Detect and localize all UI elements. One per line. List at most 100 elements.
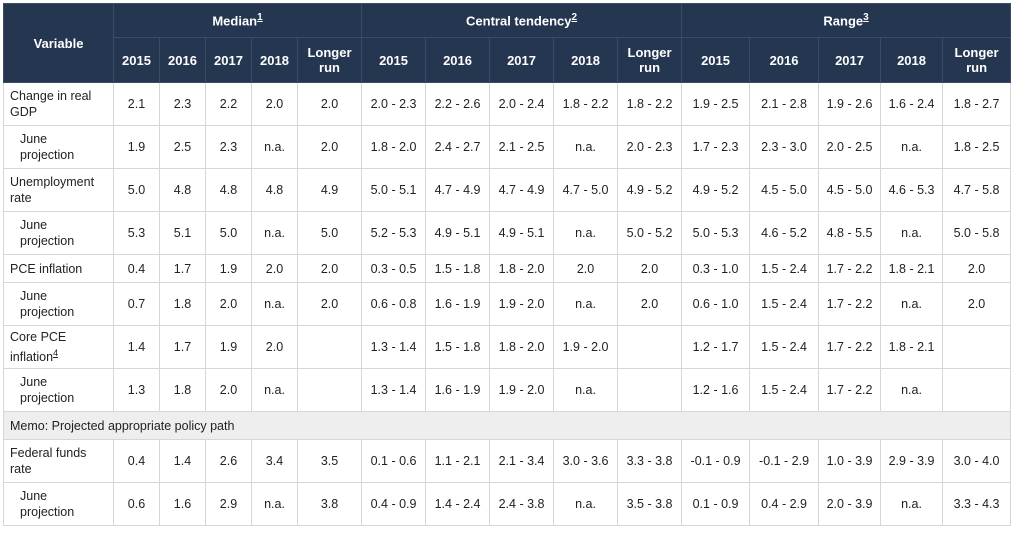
table-cell: n.a.	[880, 482, 944, 526]
median-year-header: 2017	[205, 37, 252, 83]
table-cell: 1.9 - 2.0	[553, 325, 619, 369]
table-cell	[942, 325, 1012, 369]
table-cell: 1.9 - 2.5	[681, 82, 751, 126]
table-cell: 4.9 - 5.1	[425, 211, 491, 255]
table-cell: 5.2 - 5.3	[361, 211, 427, 255]
june-projection-row: June projection 5.3 5.1 5.0 n.a. 5.0 5.2 - 5.3 4…	[3, 211, 1012, 255]
table-cell: n.a.	[553, 211, 619, 255]
table-cell: 1.7 - 2.3	[681, 125, 751, 169]
table-cell: 4.7 - 5.8	[942, 168, 1012, 212]
central-tendency-header: Central tendency2	[361, 3, 683, 38]
table-cell: 4.8	[159, 168, 206, 212]
table-cell: 5.3	[113, 211, 160, 255]
table-cell: 1.9	[113, 125, 160, 169]
table-cell: 0.3 - 1.0	[681, 254, 751, 283]
table-cell: 4.8	[251, 168, 298, 212]
table-cell: n.a.	[553, 125, 619, 169]
table-cell: 3.3 - 3.8	[617, 439, 683, 483]
row-label: Change in real GDP	[3, 82, 114, 126]
row-label: June projection	[3, 282, 114, 326]
table-cell: 1.8 - 2.7	[942, 82, 1012, 126]
table-cell: 3.8	[296, 482, 363, 526]
june-projection-row: June projection 0.6 1.6 2.9 n.a. 3.8 0.4 - 0.9 1…	[3, 482, 1012, 526]
june-projection-row: June projection 1.3 1.8 2.0 n.a. 1.3 - 1.4 1.6 …	[3, 368, 1012, 412]
variable-header: Variable	[3, 3, 114, 83]
table-cell: 3.3 - 4.3	[942, 482, 1012, 526]
table-cell: 3.5 - 3.8	[617, 482, 683, 526]
table-cell: 5.0 - 5.2	[617, 211, 683, 255]
table-cell: 2.0	[553, 254, 619, 283]
footnote-marker: 3	[863, 12, 869, 24]
table-cell: n.a.	[251, 211, 298, 255]
table-cell: 2.0 - 2.5	[818, 125, 882, 169]
table-cell: n.a.	[880, 368, 944, 412]
table-cell: 1.6 - 1.9	[425, 368, 491, 412]
projections-table: Variable Median1 Central tendency2 Range…	[2, 3, 1012, 526]
table-cell: 1.9 - 2.6	[818, 82, 882, 126]
table-cell: 0.7	[113, 282, 160, 326]
row-label: Core PCE inflation4	[3, 325, 114, 369]
table-cell: 1.6 - 1.9	[425, 282, 491, 326]
memo-row: Memo: Projected appropriate policy path	[2, 411, 1012, 440]
table-cell: 2.0	[942, 254, 1012, 283]
table-cell: 2.0 - 2.3	[361, 82, 427, 126]
table-cell: 1.8	[159, 282, 206, 326]
table-cell: 1.5 - 2.4	[749, 368, 820, 412]
table-cell: 4.7 - 5.0	[553, 168, 619, 212]
table-cell: 2.0	[296, 282, 363, 326]
row-label: PCE inflation	[3, 254, 114, 283]
table-cell: 2.3 - 3.0	[749, 125, 820, 169]
table-cell: 2.6	[205, 439, 252, 483]
table-cell: 1.0 - 3.9	[818, 439, 882, 483]
table-cell: 2.9 - 3.9	[880, 439, 944, 483]
table-cell: 2.0	[296, 125, 363, 169]
table-cell: 1.7 - 2.2	[818, 254, 882, 283]
table-row: Federal funds rate 0.4 1.4 2.6 3.4 3.5 0.1 - 0.…	[3, 439, 1012, 483]
table-cell: 1.7	[159, 325, 206, 369]
range-year-header: 2018	[880, 37, 944, 83]
table-cell	[942, 368, 1012, 412]
table-cell: 2.0 - 2.3	[617, 125, 683, 169]
table-cell: 3.5	[296, 439, 363, 483]
table-cell: 1.7 - 2.2	[818, 325, 882, 369]
table-cell: 5.1	[159, 211, 206, 255]
table-cell: n.a.	[251, 368, 298, 412]
table-cell: 5.0	[205, 211, 252, 255]
table-cell: 1.7 - 2.2	[818, 368, 882, 412]
table-row: PCE inflation 0.4 1.7 1.9 2.0 2.0 0.3 - 0.5 1.5…	[3, 254, 1012, 283]
median-year-header: Longer run	[296, 37, 363, 83]
table-cell: 5.0	[296, 211, 363, 255]
table-cell: 1.3	[113, 368, 160, 412]
table-cell: 1.8	[159, 368, 206, 412]
table-cell: 2.2 - 2.6	[425, 82, 491, 126]
table-cell: n.a.	[880, 211, 944, 255]
table-cell: 1.8 - 2.0	[489, 325, 555, 369]
range-year-header: Longer run	[942, 37, 1012, 83]
table-cell: 1.4 - 2.4	[425, 482, 491, 526]
table-cell: 2.0	[251, 82, 298, 126]
row-label: June projection	[3, 211, 114, 255]
table-cell: 0.4	[113, 254, 160, 283]
table-cell: 2.3	[159, 82, 206, 126]
table-cell: 0.6 - 1.0	[681, 282, 751, 326]
table-cell: 2.3	[205, 125, 252, 169]
range-year-header: 2016	[749, 37, 820, 83]
table-cell: 1.8 - 2.5	[942, 125, 1012, 169]
table-cell: 1.3 - 1.4	[361, 368, 427, 412]
table-cell: 2.9	[205, 482, 252, 526]
table-cell: 0.6 - 0.8	[361, 282, 427, 326]
table-cell: 5.0 - 5.8	[942, 211, 1012, 255]
median-year-header: 2016	[159, 37, 206, 83]
table-cell: 0.4 - 2.9	[749, 482, 820, 526]
table-cell: n.a.	[880, 125, 944, 169]
table-cell: 2.0	[296, 82, 363, 126]
table-header: Variable Median1 Central tendency2 Range…	[3, 3, 1012, 83]
table-cell: 4.5 - 5.0	[749, 168, 820, 212]
table-cell: 0.1 - 0.9	[681, 482, 751, 526]
table-cell: 1.2 - 1.6	[681, 368, 751, 412]
table-cell: 1.5 - 1.8	[425, 325, 491, 369]
central-tendency-year-header: 2015	[361, 37, 427, 83]
table-cell: 2.0	[205, 282, 252, 326]
table-cell: 1.9 - 2.0	[489, 368, 555, 412]
table-cell: 1.8 - 2.1	[880, 325, 944, 369]
